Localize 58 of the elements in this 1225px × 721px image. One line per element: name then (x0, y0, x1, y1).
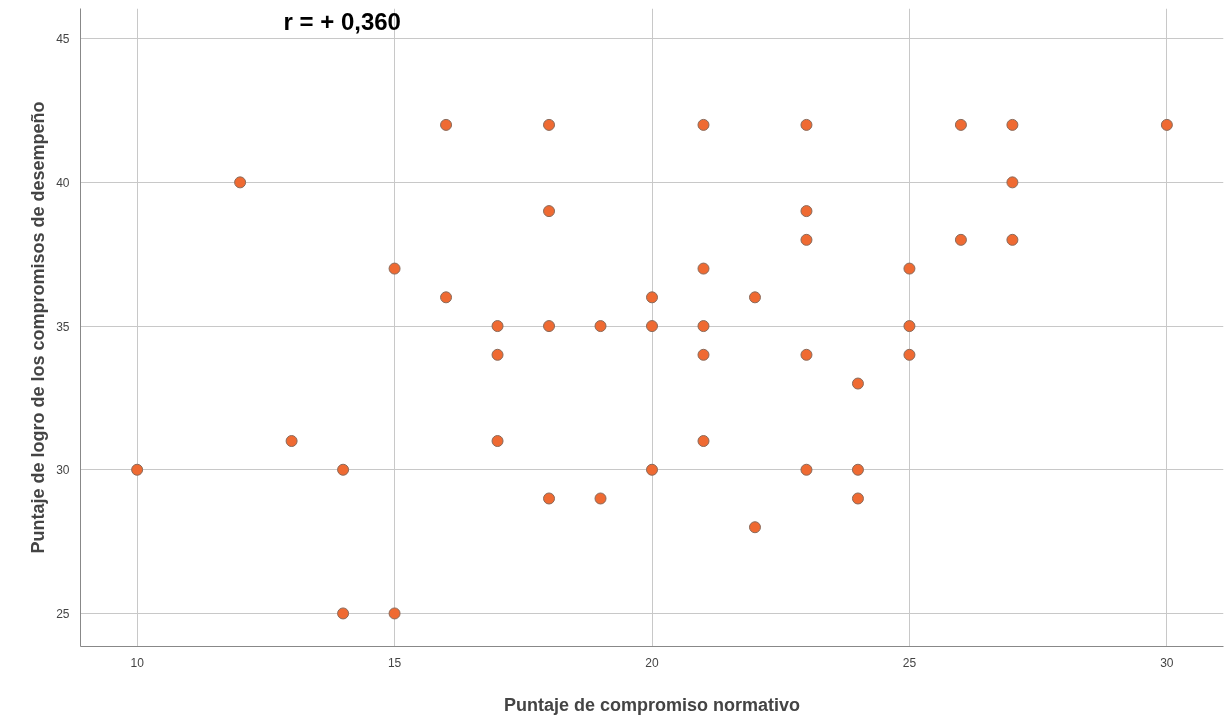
point (954, 233, 967, 246)
x-tick-label: 20 (645, 655, 659, 670)
point (1006, 233, 1019, 246)
point (491, 348, 504, 361)
y-tick-label: 25 (56, 606, 70, 621)
point (646, 291, 658, 304)
point (337, 607, 350, 620)
point (697, 435, 710, 448)
point (388, 607, 401, 620)
point (440, 118, 453, 131)
point (543, 492, 556, 505)
x-tick-label: 30 (1160, 655, 1174, 670)
y-tick-label: 30 (56, 463, 70, 478)
point (800, 118, 813, 131)
point (543, 118, 556, 131)
x-tick-label: 15 (387, 655, 402, 670)
point (1006, 176, 1019, 189)
y-tick-label: 35 (56, 319, 70, 334)
point (851, 492, 864, 505)
point (646, 320, 658, 333)
point (1006, 118, 1019, 131)
point (491, 320, 504, 333)
x-tick-label: 10 (130, 655, 145, 670)
point (388, 262, 401, 275)
y-tick-label: 40 (56, 175, 70, 190)
point (851, 377, 864, 390)
point (903, 348, 916, 361)
point (594, 492, 607, 505)
point (440, 291, 453, 304)
y-axis-title: Puntaje de logro de los compromisos de desempeño (28, 101, 49, 554)
point (800, 233, 813, 246)
point (748, 521, 761, 534)
point (851, 463, 864, 476)
point (697, 348, 710, 361)
x-tick-label: 25 (902, 655, 917, 670)
x-axis-title: Puntaje de compromiso normativo (503, 694, 801, 715)
y-tick-label: 45 (56, 32, 70, 47)
point (800, 348, 813, 361)
point (748, 291, 761, 304)
point (491, 435, 504, 448)
point (337, 463, 350, 476)
point (234, 176, 247, 189)
point (903, 320, 916, 333)
point (954, 118, 967, 131)
point (697, 118, 710, 131)
point (543, 205, 556, 218)
point (543, 320, 556, 333)
point (285, 435, 298, 448)
point (800, 463, 813, 476)
point (697, 320, 710, 333)
point (131, 463, 144, 476)
point (800, 205, 813, 218)
point (1160, 118, 1173, 131)
point (594, 320, 607, 333)
point (697, 262, 710, 275)
point (646, 463, 658, 476)
annotation: r = + 0,360 (283, 8, 401, 35)
point (903, 262, 916, 275)
